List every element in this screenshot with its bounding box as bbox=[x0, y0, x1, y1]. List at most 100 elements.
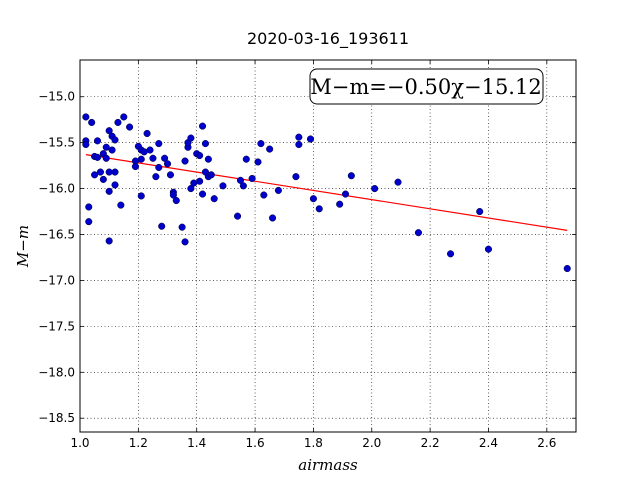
fit-line bbox=[85, 154, 568, 231]
data-point bbox=[260, 191, 268, 199]
data-point bbox=[131, 162, 139, 171]
y-tick-label: −17.5 bbox=[38, 319, 75, 333]
data-point bbox=[82, 113, 90, 121]
data-point bbox=[111, 181, 119, 189]
data-point bbox=[169, 191, 177, 199]
fit-line-layer bbox=[85, 154, 568, 231]
data-point bbox=[161, 154, 169, 162]
data-point bbox=[137, 192, 145, 200]
data-point bbox=[178, 223, 186, 231]
data-point bbox=[166, 171, 174, 179]
x-tick-label: 1.2 bbox=[129, 436, 148, 450]
data-point bbox=[93, 153, 102, 161]
data-point bbox=[336, 200, 344, 208]
data-point bbox=[114, 118, 122, 127]
x-tick-label: 1.4 bbox=[187, 436, 206, 450]
data-point bbox=[236, 176, 245, 184]
data-point bbox=[181, 238, 189, 246]
data-point bbox=[96, 168, 104, 176]
data-point bbox=[102, 154, 110, 162]
data-point bbox=[93, 137, 102, 145]
data-point bbox=[120, 113, 128, 121]
data-point bbox=[309, 195, 317, 203]
data-point bbox=[201, 140, 210, 148]
x-tick-label: 2.2 bbox=[421, 436, 440, 450]
data-point bbox=[85, 203, 93, 211]
data-point bbox=[239, 182, 247, 190]
data-point bbox=[158, 222, 166, 230]
data-point bbox=[198, 122, 207, 130]
y-tick-label: −18.5 bbox=[38, 411, 75, 425]
plot-area bbox=[79, 59, 577, 433]
y-axis-ticks: −15.0 −15.5 −16.0 −16.5 −17.0 −17.5 −18.0 −18.5 bbox=[38, 90, 576, 425]
y-axis-label: M−m bbox=[14, 225, 32, 268]
data-point bbox=[210, 195, 218, 203]
data-point bbox=[394, 178, 402, 186]
data-point bbox=[126, 123, 134, 131]
data-point bbox=[190, 179, 198, 187]
data-point bbox=[88, 118, 96, 127]
data-point bbox=[143, 129, 151, 138]
data-point bbox=[149, 154, 157, 162]
data-point bbox=[219, 182, 227, 190]
data-point bbox=[102, 143, 110, 151]
data-point bbox=[484, 245, 493, 253]
data-point bbox=[292, 173, 300, 181]
data-point bbox=[476, 208, 484, 216]
data-point bbox=[105, 237, 113, 245]
data-point bbox=[137, 155, 145, 163]
data-point bbox=[295, 140, 303, 149]
data-point bbox=[198, 190, 207, 198]
x-tick-label: 1.8 bbox=[304, 436, 323, 450]
data-point bbox=[155, 163, 163, 172]
data-point bbox=[108, 146, 116, 154]
x-tick-label: 2.0 bbox=[362, 436, 381, 450]
data-point bbox=[146, 146, 154, 154]
data-point bbox=[111, 168, 119, 176]
x-axis-ticks: 1.0 1.2 1.4 1.6 1.8 2.0 2.2 2.4 2.6 bbox=[70, 60, 556, 450]
y-tick-label: −15.0 bbox=[38, 90, 75, 104]
data-point bbox=[111, 136, 119, 144]
data-points bbox=[82, 113, 571, 273]
data-point bbox=[234, 212, 242, 220]
data-point bbox=[196, 177, 204, 185]
data-point bbox=[172, 196, 180, 205]
data-point bbox=[152, 173, 160, 181]
data-point bbox=[82, 140, 90, 149]
data-point bbox=[371, 185, 379, 193]
data-point bbox=[266, 145, 274, 153]
data-point bbox=[117, 201, 125, 209]
x-tick-label: 1.0 bbox=[70, 436, 89, 450]
data-point bbox=[91, 171, 99, 179]
y-tick-label: −16.0 bbox=[38, 182, 75, 196]
data-point bbox=[140, 148, 148, 156]
data-point bbox=[347, 172, 355, 180]
data-point bbox=[155, 140, 163, 148]
data-point bbox=[242, 155, 250, 163]
data-point bbox=[196, 151, 204, 160]
data-point bbox=[254, 158, 262, 166]
data-point bbox=[248, 174, 256, 183]
data-point bbox=[341, 190, 350, 198]
y-tick-label: −17.0 bbox=[38, 273, 75, 287]
grid bbox=[79, 60, 576, 432]
data-point bbox=[257, 140, 265, 148]
data-point bbox=[204, 155, 212, 163]
data-point bbox=[105, 187, 113, 195]
y-tick-label: −16.5 bbox=[38, 228, 75, 242]
data-point bbox=[181, 157, 189, 165]
x-tick-label: 1.6 bbox=[246, 436, 265, 450]
data-point bbox=[99, 175, 107, 183]
data-point bbox=[85, 218, 93, 226]
chart-title: 2020-03-16_193611 bbox=[247, 29, 409, 49]
x-tick-label: 2.4 bbox=[479, 436, 498, 450]
annotation-text: M−m=−0.50χ−15.12 bbox=[310, 75, 541, 99]
data-point bbox=[269, 214, 277, 222]
data-point bbox=[187, 185, 195, 193]
data-point bbox=[306, 135, 315, 143]
data-point bbox=[315, 205, 323, 213]
data-point bbox=[163, 160, 172, 168]
data-point bbox=[207, 171, 215, 179]
data-point bbox=[414, 229, 422, 237]
